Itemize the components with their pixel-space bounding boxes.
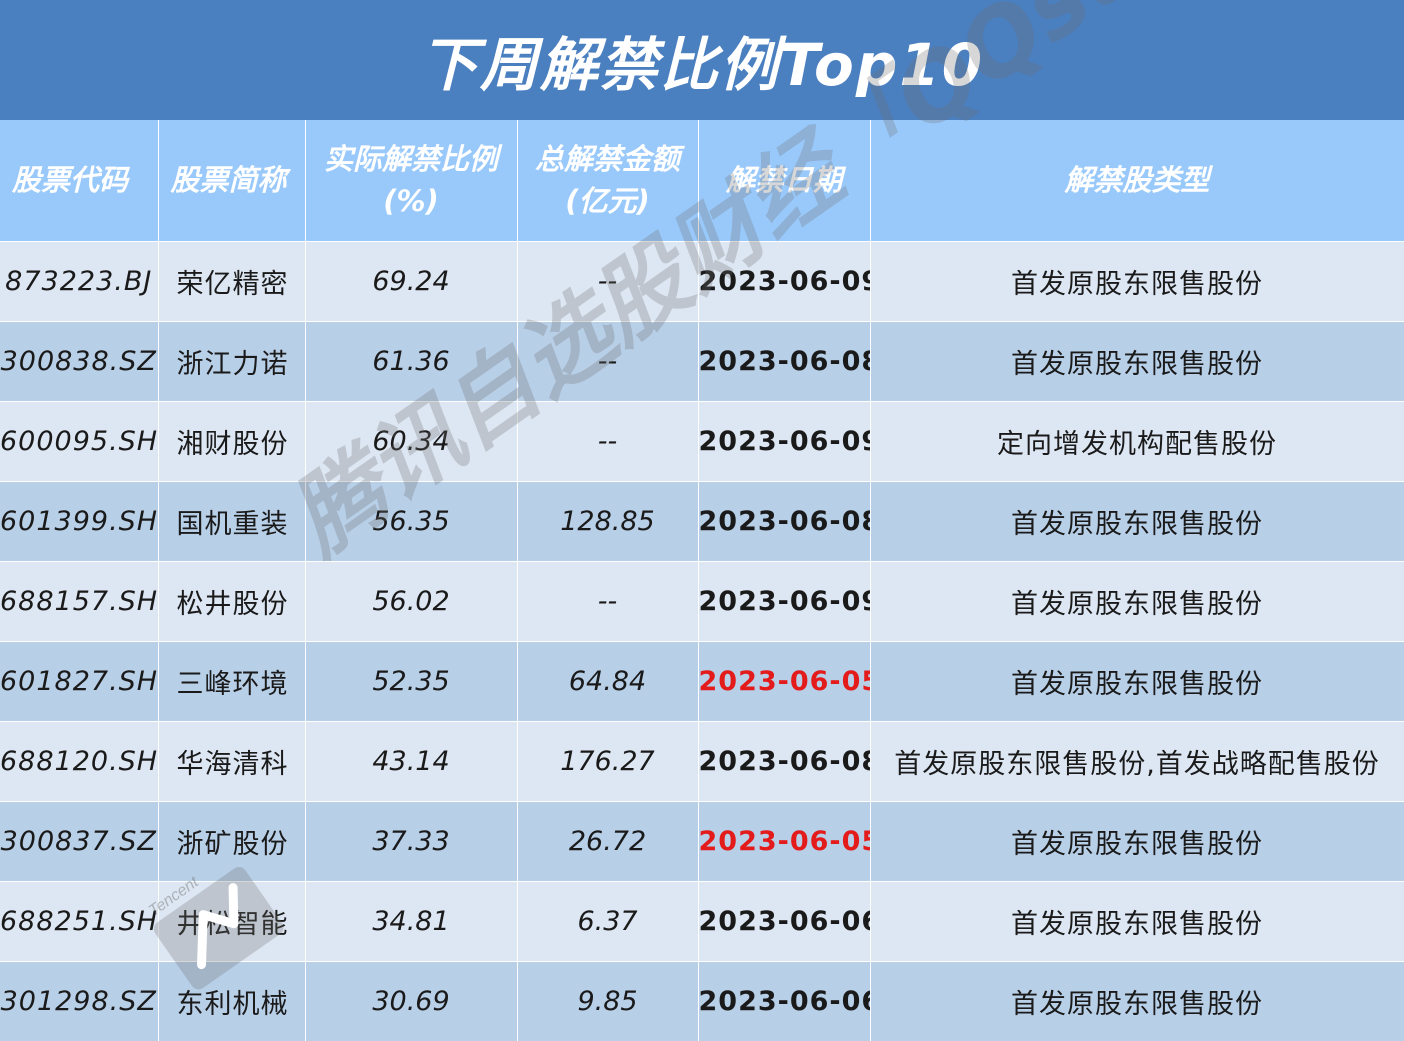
code-cell: 301298.SZ	[0, 961, 159, 1041]
amount-cell: --	[517, 401, 699, 482]
type-cell: 首发原股东限售股份	[870, 561, 1404, 642]
date-cell: 2023-06-06	[698, 961, 871, 1041]
date-cell: 2023-06-08	[698, 481, 871, 562]
date-cell: 2023-06-08	[698, 721, 871, 802]
name-cell: 华海清科	[158, 721, 306, 802]
page-title: 下周解禁比例Top10	[419, 31, 985, 99]
title-bar: 下周解禁比例Top10	[0, 0, 1404, 120]
date-cell: 2023-06-09	[698, 241, 871, 322]
table-row: 301298.SZ 东利机械 30.69 9.85 2023-06-06 首发原股东限售股…	[0, 961, 1404, 1041]
code-cell: 300837.SZ	[0, 801, 159, 882]
table-row: 300838.SZ 浙江力诺 61.36 -- 2023-06-08 首发原股东限售股份	[0, 321, 1404, 402]
date-cell: 2023-06-05	[698, 641, 871, 722]
ratio-cell: 34.81	[305, 881, 518, 962]
type-cell: 首发原股东限售股份,首发战略配售股份	[870, 721, 1404, 802]
code-cell: 688251.SH	[0, 881, 159, 962]
header-amount-line2: (亿元)	[565, 184, 650, 219]
ratio-cell: 43.14	[305, 721, 518, 802]
code-cell: 601827.SH	[0, 641, 159, 722]
type-cell: 定向增发机构配售股份	[870, 401, 1404, 482]
header-date: 解禁日期	[698, 120, 871, 242]
header-type: 解禁股类型	[870, 120, 1404, 242]
ratio-cell: 61.36	[305, 321, 518, 402]
amount-cell: 9.85	[517, 961, 699, 1041]
type-cell: 首发原股东限售股份	[870, 881, 1404, 962]
type-cell: 首发原股东限售股份	[870, 641, 1404, 722]
date-cell: 2023-06-08	[698, 321, 871, 402]
ratio-cell: 56.02	[305, 561, 518, 642]
name-cell: 浙江力诺	[158, 321, 306, 402]
table-row: 601827.SH 三峰环境 52.35 64.84 2023-06-05 首发原股东限售…	[0, 641, 1404, 722]
header-ratio-line1: 实际解禁比例	[323, 142, 498, 177]
name-cell: 东利机械	[158, 961, 306, 1041]
table-row: 688251.SH 井松智能 34.81 6.37 2023-06-06 首发原股东限售股…	[0, 881, 1404, 962]
ratio-cell: 56.35	[305, 481, 518, 562]
amount-cell: 128.85	[517, 481, 699, 562]
table-row: 873223.BJ 荣亿精密 69.24 -- 2023-06-09 首发原股东限售股份	[0, 241, 1404, 322]
header-amount: 总解禁金额 (亿元)	[517, 120, 699, 242]
header-code: 股票代码	[0, 120, 159, 242]
code-cell: 600095.SH	[0, 401, 159, 482]
table-row: 601399.SH 国机重装 56.35 128.85 2023-06-08 首发原股东限…	[0, 481, 1404, 562]
date-cell: 2023-06-06	[698, 881, 871, 962]
unlock-table: 股票代码 股票简称 实际解禁比例 (%) 总解禁金额 (亿元) 解禁日期 解禁股…	[0, 120, 1404, 1041]
name-cell: 荣亿精密	[158, 241, 306, 322]
amount-cell: 26.72	[517, 801, 699, 882]
amount-cell: 64.84	[517, 641, 699, 722]
name-cell: 浙矿股份	[158, 801, 306, 882]
header-name: 股票简称	[158, 120, 306, 242]
type-cell: 首发原股东限售股份	[870, 321, 1404, 402]
table-row: 688120.SH 华海清科 43.14 176.27 2023-06-08 首发原股东限…	[0, 721, 1404, 802]
name-cell: 湘财股份	[158, 401, 306, 482]
type-cell: 首发原股东限售股份	[870, 481, 1404, 562]
ratio-cell: 52.35	[305, 641, 518, 722]
name-cell: 井松智能	[158, 881, 306, 962]
amount-cell: --	[517, 561, 699, 642]
ratio-cell: 60.34	[305, 401, 518, 482]
name-cell: 松井股份	[158, 561, 306, 642]
name-cell: 国机重装	[158, 481, 306, 562]
header-ratio-line2: (%)	[383, 184, 439, 219]
table-row: 300837.SZ 浙矿股份 37.33 26.72 2023-06-05 首发原股东限售…	[0, 801, 1404, 882]
code-cell: 601399.SH	[0, 481, 159, 562]
amount-cell: 176.27	[517, 721, 699, 802]
name-cell: 三峰环境	[158, 641, 306, 722]
code-cell: 873223.BJ	[0, 241, 159, 322]
header-ratio: 实际解禁比例 (%)	[305, 120, 518, 242]
ratio-cell: 37.33	[305, 801, 518, 882]
code-cell: 688157.SH	[0, 561, 159, 642]
header-amount-line1: 总解禁金额	[534, 142, 680, 177]
amount-cell: 6.37	[517, 881, 699, 962]
type-cell: 首发原股东限售股份	[870, 801, 1404, 882]
type-cell: 首发原股东限售股份	[870, 961, 1404, 1041]
amount-cell: --	[517, 321, 699, 402]
date-cell: 2023-06-09	[698, 401, 871, 482]
ratio-cell: 30.69	[305, 961, 518, 1041]
table-row: 688157.SH 松井股份 56.02 -- 2023-06-09 首发原股东限售股份	[0, 561, 1404, 642]
date-cell: 2023-06-09	[698, 561, 871, 642]
type-cell: 首发原股东限售股份	[870, 241, 1404, 322]
ratio-cell: 69.24	[305, 241, 518, 322]
table-row: 600095.SH 湘财股份 60.34 -- 2023-06-09 定向增发机构配售股份	[0, 401, 1404, 482]
amount-cell: --	[517, 241, 699, 322]
date-cell: 2023-06-05	[698, 801, 871, 882]
table-header-row: 股票代码 股票简称 实际解禁比例 (%) 总解禁金额 (亿元) 解禁日期 解禁股…	[0, 120, 1404, 242]
code-cell: 300838.SZ	[0, 321, 159, 402]
code-cell: 688120.SH	[0, 721, 159, 802]
